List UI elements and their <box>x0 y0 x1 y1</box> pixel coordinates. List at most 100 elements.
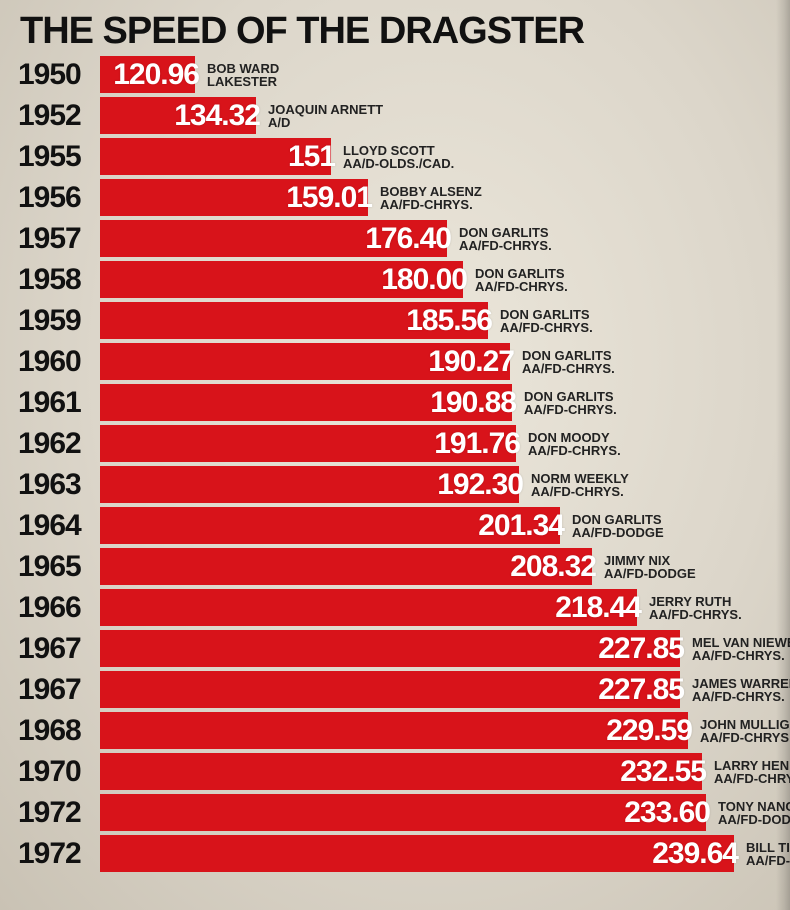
bar: 176.40 <box>100 220 447 257</box>
record-meta: BOBBY ALSENZAA/FD-CHRYS. <box>380 185 482 211</box>
record-meta: DON GARLITSAA/FD-CHRYS. <box>524 390 617 416</box>
bar-wrap: 190.88DON GARLITSAA/FD-CHRYS. <box>100 384 772 421</box>
driver-name: JOAQUIN ARNETT <box>268 103 383 116</box>
year-label: 1965 <box>18 552 100 582</box>
year-label: 1966 <box>18 593 100 623</box>
driver-name: JIMMY NIX <box>604 554 696 567</box>
chart-row: 1958180.00 DON GARLITSAA/FD-CHRYS. <box>18 259 772 300</box>
year-label: 1964 <box>18 511 100 541</box>
chart-row: 1960190.27DON GARLITSAA/FD-CHRYS. <box>18 341 772 382</box>
chart-row: 1965208.32JIMMY NIXAA/FD-DODGE <box>18 546 772 587</box>
speed-value: 159.01 <box>286 183 372 213</box>
bar-wrap: 227.85MEL VAN NIEWENHUISEAA/FD-CHRYS. <box>100 630 790 667</box>
bar-wrap: 233.60TONY NANCYAA/FD-DODGE <box>100 794 790 831</box>
car-class: AA/D-OLDS./CAD. <box>343 157 454 170</box>
driver-name: JERRY RUTH <box>649 595 742 608</box>
chart-row: 1962191.76DON MOODYAA/FD-CHRYS. <box>18 423 772 464</box>
bar: 218.44 <box>100 589 637 626</box>
bar: 233.60 <box>100 794 706 831</box>
year-label: 1955 <box>18 142 100 172</box>
driver-name: DON GARLITS <box>522 349 615 362</box>
speed-value: 227.85 <box>598 675 684 705</box>
record-meta: JAMES WARRENAA/FD-CHRYS. <box>692 677 790 703</box>
bar: 120.96 <box>100 56 195 93</box>
bar: 134.32 <box>100 97 256 134</box>
year-label: 1963 <box>18 470 100 500</box>
car-class: AA/FD-CHRYS. <box>714 772 790 785</box>
bar: 201.34 <box>100 507 560 544</box>
bar: 227.85 <box>100 630 680 667</box>
driver-name: BOBBY ALSENZ <box>380 185 482 198</box>
bar-wrap: 185.56 DON GARLITSAA/FD-CHRYS. <box>100 302 772 339</box>
bar-wrap: 151 LLOYD SCOTTAA/D-OLDS./CAD. <box>100 138 772 175</box>
car-class: AA/FD-DODGE <box>572 526 664 539</box>
car-class: AA/FD-CHRYS. <box>459 239 552 252</box>
record-meta: JOAQUIN ARNETTA/D <box>268 103 383 129</box>
year-label: 1958 <box>18 265 100 295</box>
car-class: AA/FD-DODGE <box>604 567 696 580</box>
chart-row: 1950120.96BOB WARDLAKESTER <box>18 54 772 95</box>
car-class: AA/FD-CHRYS. <box>500 321 593 334</box>
bar: 229.59 <box>100 712 688 749</box>
driver-name: BOB WARD <box>207 62 279 75</box>
bar: 151 <box>100 138 331 175</box>
car-class: AA/FD-CHRYS. <box>524 403 617 416</box>
record-meta: NORM WEEKLYAA/FD-CHRYS. <box>531 472 629 498</box>
chart-row: 1967227.85JAMES WARRENAA/FD-CHRYS. <box>18 669 772 710</box>
bar: 192.30 <box>100 466 519 503</box>
speed-value: 227.85 <box>598 634 684 664</box>
driver-name: LLOYD SCOTT <box>343 144 454 157</box>
speed-value: 201.34 <box>478 511 564 541</box>
record-meta: DON MOODYAA/FD-CHRYS. <box>528 431 621 457</box>
speed-value: 232.55 <box>620 757 706 787</box>
speed-value: 134.32 <box>174 101 260 131</box>
bar: 227.85 <box>100 671 680 708</box>
driver-name: NORM WEEKLY <box>531 472 629 485</box>
car-class: A/D <box>268 116 383 129</box>
speed-value: 185.56 <box>406 306 492 336</box>
bar: 208.32 <box>100 548 592 585</box>
record-meta: JIMMY NIXAA/FD-DODGE <box>604 554 696 580</box>
year-label: 1972 <box>18 839 100 869</box>
car-class: AA/FD-CHRYS. <box>692 690 790 703</box>
year-label: 1962 <box>18 429 100 459</box>
chart-row: 1972239.64BILL TIDWELLAA/FD-CHRYS. <box>18 833 772 874</box>
record-meta: DON GARLITSAA/FD-CHRYS. <box>459 226 552 252</box>
chart-row: 1963192.30 NORM WEEKLYAA/FD-CHRYS. <box>18 464 772 505</box>
driver-name: LARRY HENDRICKSON <box>714 759 790 772</box>
speed-value: 218.44 <box>555 593 641 623</box>
chart-title: THE SPEED OF THE DRAGSTER <box>20 12 772 50</box>
car-class: AA/FD-CHRYS. <box>522 362 615 375</box>
speed-value: 191.76 <box>434 429 520 459</box>
driver-name: JAMES WARREN <box>692 677 790 690</box>
speed-value: 208.32 <box>510 552 596 582</box>
bar: 190.27 <box>100 343 510 380</box>
chart-row: 1955151LLOYD SCOTTAA/D-OLDS./CAD. <box>18 136 772 177</box>
driver-name: DON GARLITS <box>459 226 552 239</box>
bar-wrap: 159.01 BOBBY ALSENZAA/FD-CHRYS. <box>100 179 772 216</box>
chart-row: 1966218.44JERRY RUTHAA/FD-CHRYS. <box>18 587 772 628</box>
driver-name: DON GARLITS <box>500 308 593 321</box>
car-class: AA/FD-CHRYS. <box>380 198 482 211</box>
bar-wrap: 192.30 NORM WEEKLYAA/FD-CHRYS. <box>100 466 772 503</box>
bar-wrap: 176.40 DON GARLITSAA/FD-CHRYS. <box>100 220 772 257</box>
car-class: AA/FD-CHRYS. <box>700 731 790 744</box>
speed-value: 151 <box>288 142 335 172</box>
driver-name: JOHN MULLIGAN <box>700 718 790 731</box>
chart-row: 1961190.88DON GARLITSAA/FD-CHRYS. <box>18 382 772 423</box>
chart-row: 1972233.60TONY NANCYAA/FD-DODGE <box>18 792 772 833</box>
chart-row: 1964201.34DON GARLITSAA/FD-DODGE <box>18 505 772 546</box>
bar: 191.76 <box>100 425 516 462</box>
record-meta: DON GARLITSAA/FD-DODGE <box>572 513 664 539</box>
bar: 180.00 <box>100 261 463 298</box>
speed-value: 233.60 <box>624 798 710 828</box>
bar-wrap: 190.27 DON GARLITSAA/FD-CHRYS. <box>100 343 772 380</box>
speed-value: 239.64 <box>652 839 738 869</box>
year-label: 1961 <box>18 388 100 418</box>
year-label: 1968 <box>18 716 100 746</box>
car-class: AA/FD-CHRYS. <box>528 444 621 457</box>
bar-wrap: 120.96BOB WARDLAKESTER <box>100 56 772 93</box>
record-meta: DON GARLITSAA/FD-CHRYS. <box>475 267 568 293</box>
bar-wrap: 218.44JERRY RUTHAA/FD-CHRYS. <box>100 589 772 626</box>
year-label: 1956 <box>18 183 100 213</box>
